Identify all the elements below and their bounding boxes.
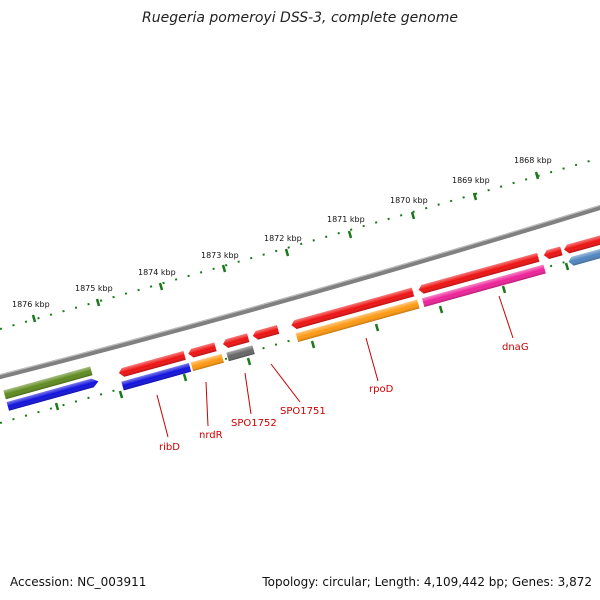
inner-major-ticks — [54, 262, 570, 411]
outer-major-ticks — [31, 171, 540, 323]
gene-arrow-nrdr-orange — [190, 353, 224, 372]
gene-arrow-ribd-red — [118, 351, 186, 377]
gene-arrow-olive — [3, 366, 93, 400]
accession-text: Accession: NC_003911 — [10, 575, 147, 589]
scale-label: 1873 kbp — [201, 251, 239, 260]
gene-arrow-blue-left — [6, 378, 99, 411]
gene-arrow-ribd-blue — [121, 363, 192, 391]
genome-backbone — [0, 204, 600, 380]
feature-track — [3, 226, 600, 411]
gene-labels: dnaG rpoD SPO1751 SPO1752 nrdR ribD — [159, 342, 529, 453]
gene-label-rpod: rpoD — [369, 384, 394, 395]
scale-label: 1872 kbp — [264, 234, 302, 243]
map-title: Ruegeria pomeroyi DSS-3, complete genome — [142, 10, 458, 26]
scale-label: 1875 kbp — [75, 284, 113, 293]
gene-arrow-spo1752-grey — [226, 345, 255, 362]
scale-labels: 1868 kbp 1869 kbp 1870 kbp 1871 kbp 1872… — [12, 156, 552, 309]
gene-arrow-spo1752-red — [223, 333, 250, 348]
genome-backbone-highlight — [0, 204, 600, 376]
scale-label: 1871 kbp — [327, 215, 365, 224]
scale-label: 1869 kbp — [452, 176, 490, 185]
gene-arrow-small-red — [543, 246, 563, 259]
scale-label: 1870 kbp — [390, 196, 428, 205]
gene-arrow-dnag-red — [418, 252, 540, 294]
gene-arrow-rpod-orange — [295, 299, 420, 343]
gene-arrow-right-steelblue — [568, 239, 600, 266]
gene-arrow-right-red — [564, 226, 600, 254]
gene-label-spo1752: SPO1752 — [231, 418, 277, 429]
gene-arrow-dnag-pink — [421, 264, 546, 308]
outer-scale-ticks — [0, 157, 600, 330]
scale-label: 1874 kbp — [138, 268, 176, 277]
scale-label: 1876 kbp — [12, 300, 50, 309]
scale-label: 1868 kbp — [514, 156, 552, 165]
gene-arrow-rpod-red — [291, 287, 415, 329]
gene-arrow-nrdr-red — [188, 342, 217, 358]
genome-summary-text: Topology: circular; Length: 4,109,442 bp… — [262, 575, 592, 589]
gene-arrow-spo1751-red — [252, 325, 280, 340]
gene-label-spo1751: SPO1751 — [280, 406, 326, 417]
label-leaders — [156, 295, 514, 438]
gene-label-dnag: dnaG — [502, 342, 529, 353]
gene-label-nrdr: nrdR — [199, 430, 223, 441]
gene-label-ribd: ribD — [159, 442, 180, 453]
